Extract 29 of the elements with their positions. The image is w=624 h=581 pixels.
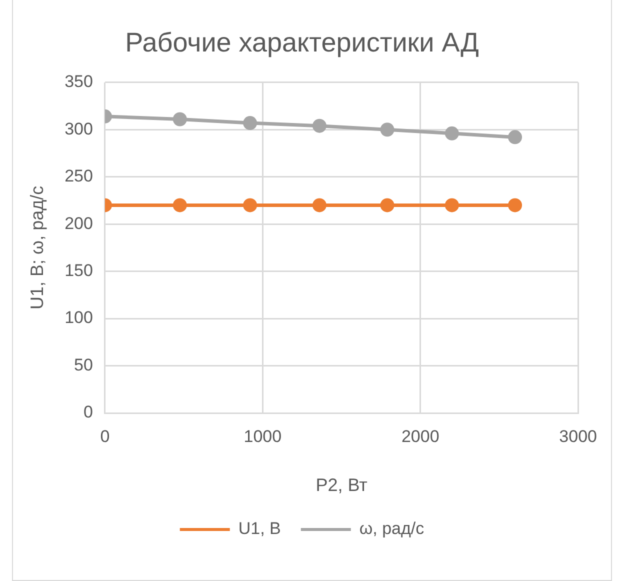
point xyxy=(444,198,459,212)
point xyxy=(172,198,187,212)
y-tick-label: 200 xyxy=(64,214,93,233)
point xyxy=(312,118,326,133)
point xyxy=(444,126,459,140)
legend-label: U1, В xyxy=(238,519,281,538)
point xyxy=(508,130,522,144)
y-tick-label: 250 xyxy=(64,166,93,186)
point xyxy=(380,122,394,137)
y-tick-label: 100 xyxy=(64,308,93,328)
point xyxy=(243,116,258,130)
y-tick-label: 0 xyxy=(83,402,93,422)
point xyxy=(243,198,258,212)
point xyxy=(172,112,187,126)
y-axis-title: U1, В; ω, рад/с xyxy=(26,186,47,310)
x-axis-title: P2, Вт xyxy=(316,475,368,496)
point xyxy=(312,198,326,212)
x-tick-label: 2000 xyxy=(401,426,440,446)
y-tick-label: 150 xyxy=(64,261,93,280)
x-tick-label: 1000 xyxy=(244,426,282,446)
x-tick-label: 3000 xyxy=(559,426,598,446)
y-tick-label: 300 xyxy=(64,119,93,138)
point xyxy=(380,198,394,212)
legend-label: ω, рад/с xyxy=(359,519,425,538)
y-tick-label: 350 xyxy=(64,72,93,92)
x-tick-label: 0 xyxy=(100,426,110,446)
point xyxy=(508,198,522,212)
y-tick-label: 50 xyxy=(74,355,93,374)
chart-title: Рабочие характеристики АД xyxy=(125,28,479,58)
